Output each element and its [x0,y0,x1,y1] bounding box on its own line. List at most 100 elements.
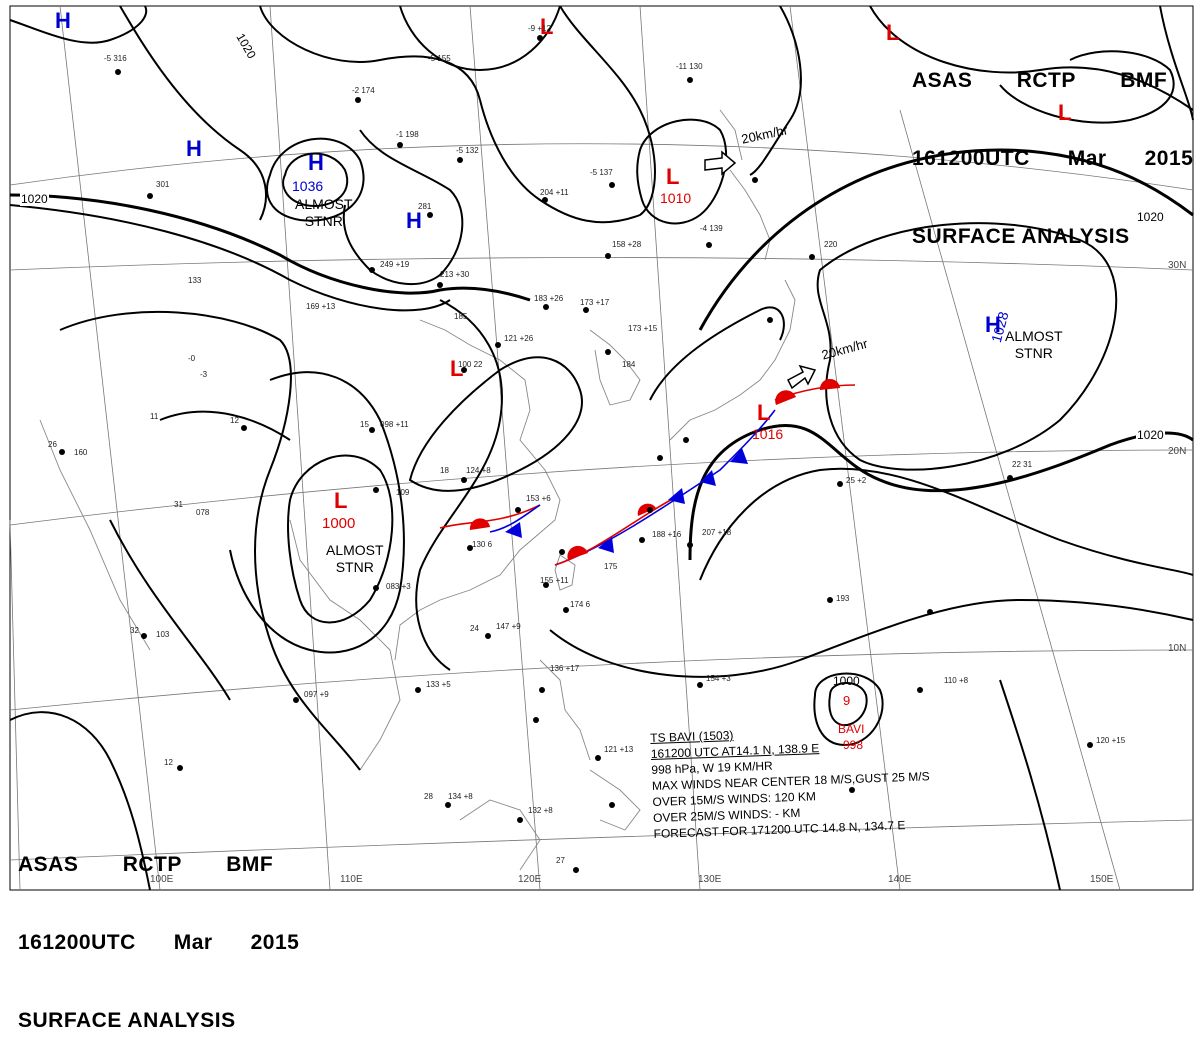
lon-label: 110E [340,874,363,885]
high-pressure-label: H [55,8,71,33]
low-pressure-label: L [1058,100,1072,125]
station-marker [115,69,121,75]
station-marker [647,507,653,513]
typhoon-symbol: 9 [843,693,851,708]
station-obs: 130 6 [472,540,493,549]
china-coast [394,319,561,661]
station-marker [141,633,147,639]
header-bottom-line1: ASAS RCTP BMF [18,852,299,878]
borneo [459,799,541,871]
station-marker [917,687,923,693]
low-pressure-label: L [757,400,771,425]
station-obs: -5 137 [590,168,613,177]
meridian-west [9,519,21,891]
station-obs: 100 22 [458,360,483,369]
station-obs: 120 +15 [1096,736,1126,745]
japan-hokkaido [729,169,771,261]
station-marker [609,802,615,808]
cold-front-triangle [668,488,685,504]
header-station: RCTP [122,853,182,876]
lon-label: 120E [518,874,542,885]
header-top-line2: 161200UTC Mar 2015 [912,146,1193,172]
isobar-right-mid [1159,5,1194,121]
station-obs: 173 +17 [580,298,610,307]
station-obs: 078 [196,508,210,517]
station-marker [495,342,501,348]
station-marker [559,549,565,555]
stationary-text: ALMOST STNR [1005,328,1063,361]
isobar-high-outer [266,137,365,222]
isobar-top-right-a [749,5,802,176]
parallel-30n [9,257,1194,271]
parallel-0n [9,819,1194,861]
header-code: BMF [226,853,274,876]
station-marker [849,787,855,793]
station-obs: 124 +8 [466,466,491,475]
isobar-mongolia [342,129,464,286]
isobar-north-center [479,5,656,224]
station-marker [369,267,375,273]
station-obs: 281 [418,202,432,211]
station-obs: 097 +9 [304,690,329,699]
header-agency: ASAS [18,853,79,876]
low-pressure-value: 1000 [322,515,356,532]
typhoon-value: 998 [843,738,864,752]
station-marker [539,687,545,693]
isobar-japan-inner [649,306,785,401]
low-pressure-label: L [886,20,900,45]
station-marker [609,182,615,188]
header-station: RCTP [1016,69,1076,92]
station-obs: 193 [836,594,850,603]
station-marker [537,35,543,41]
station-obs: -5 132 [456,146,479,155]
isobars [9,5,1194,891]
station-obs: 160 [74,448,88,457]
low-pressure-label: L [666,164,680,189]
station-marker [293,697,299,703]
header-agency: ASAS [912,69,973,92]
station-obs: -11 130 [676,62,703,71]
high-pressure-value: 1036 [292,178,324,194]
station-obs: 249 +19 [380,260,410,269]
station-marker [437,282,443,288]
station-marker [752,177,758,183]
station-obs: 204 +11 [540,188,569,197]
station-obs: 109 [396,488,410,497]
parallel-10n [9,649,1194,711]
lon-label: 150E [1090,874,1114,885]
india-coast [39,419,151,651]
station-obs: -0 [188,354,196,363]
stationary-text: ALMOST STNR [326,542,384,575]
low-pressure-label: L [540,14,554,39]
meridian-120e [469,5,541,891]
station-marker [683,437,689,443]
station-marker [1007,475,1013,481]
high-pressure-label: H [186,136,202,161]
isobar-label: 1020 [20,192,49,206]
station-obs: 133 +5 [426,680,451,689]
station-marker [147,193,153,199]
station-marker [1087,742,1093,748]
isobar-north-a [9,204,451,312]
korea-coast [589,329,641,406]
low-pressure-label: L [334,488,348,513]
station-obs: 32 [130,626,139,635]
isobar-right-edge [999,679,1061,891]
station-obs: 153 +6 [526,494,551,503]
station-marker [563,607,569,613]
station-obs: 18 [440,466,449,475]
meridian-130e [639,5,701,891]
station-obs: 098 +11 [380,420,409,429]
station-marker [543,304,549,310]
isobar-1016-front [699,467,1194,581]
lon-label: 100E [150,874,174,885]
station-obs: -5 316 [104,54,127,63]
isobar-typhoon-inner [828,682,868,727]
stationary-label: ALMOST STNR [326,542,384,576]
isobar-1028-high [816,222,1118,471]
high-pressure-label: H [308,150,324,175]
header-top-right: ASAS RCTP BMF 161200UTC Mar 2015 SURFACE… [912,16,1193,276]
taiwan [554,554,576,591]
station-marker [809,254,815,260]
header-year: 2015 [1144,147,1194,170]
